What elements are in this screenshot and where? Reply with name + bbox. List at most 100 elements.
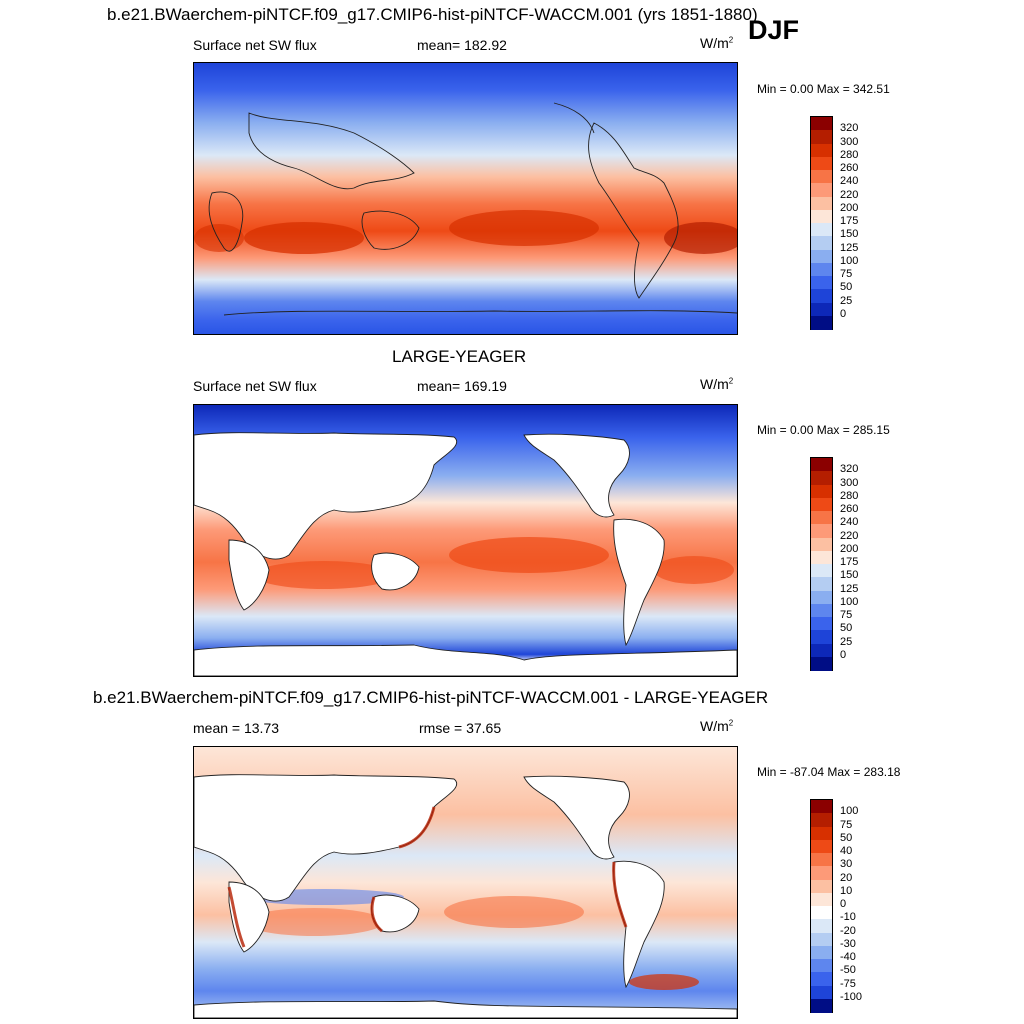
colorbar-cell bbox=[811, 117, 832, 131]
colorbar-tick-label: 20 bbox=[840, 871, 853, 884]
panel3-colorbar bbox=[810, 799, 833, 1013]
colorbar-tick-label: -75 bbox=[840, 977, 856, 990]
colorbar-tick-label: -100 bbox=[840, 990, 863, 1003]
colorbar-tick-label: 125 bbox=[840, 582, 859, 595]
colorbar-cell bbox=[811, 276, 832, 290]
colorbar-tick-label: -50 bbox=[840, 964, 856, 977]
colorbar-cell bbox=[811, 630, 832, 644]
colorbar-cell bbox=[811, 826, 832, 841]
colorbar-cell bbox=[811, 524, 832, 538]
main-title: b.e21.BWaerchem-piNTCF.f09_g17.CMIP6-his… bbox=[107, 5, 758, 24]
colorbar-tick-label: 150 bbox=[840, 228, 859, 241]
colorbar-cell bbox=[811, 998, 832, 1013]
panel3-map bbox=[193, 746, 738, 1019]
colorbar-tick-label: -40 bbox=[840, 951, 856, 963]
colorbar-cell bbox=[811, 590, 832, 605]
panel1-field bbox=[194, 63, 737, 334]
colorbar-cell bbox=[811, 511, 832, 525]
colorbar-tick-label: -20 bbox=[840, 924, 856, 937]
colorbar-cell bbox=[811, 236, 832, 250]
panel3-minmax: Min = -87.04 Max = 283.18 bbox=[757, 765, 901, 779]
colorbar-cell bbox=[811, 866, 832, 880]
panel1-mean: mean= 182.92 bbox=[417, 37, 507, 53]
colorbar-tick-label: 220 bbox=[840, 188, 859, 201]
panel2-map-svg bbox=[194, 405, 737, 676]
panel3-map-svg bbox=[194, 747, 737, 1018]
colorbar-cell bbox=[811, 643, 832, 658]
colorbar-tick-label: 200 bbox=[840, 201, 859, 214]
panel1-map-svg bbox=[194, 63, 737, 334]
panel1-coastlines bbox=[208, 102, 737, 316]
colorbar-cell bbox=[811, 800, 832, 814]
panel1-colorbar bbox=[810, 116, 833, 330]
colorbar-tick-label: 100 bbox=[840, 805, 859, 818]
colorbar-tick-label: 25 bbox=[840, 635, 853, 648]
panel2-units: W/m2 bbox=[700, 376, 734, 392]
panel3-warm-indian bbox=[244, 908, 384, 936]
panel2-title: LARGE-YEAGER bbox=[392, 347, 527, 366]
colorbar-tick-label: 320 bbox=[840, 463, 859, 476]
panel3-hot-south bbox=[629, 974, 699, 990]
panel2-hotspot-indian bbox=[254, 561, 394, 589]
colorbar-cell bbox=[811, 458, 832, 472]
panel1-hotspot-indian bbox=[244, 222, 364, 254]
panel1-units: W/m2 bbox=[700, 35, 734, 51]
colorbar-tick-label: 0 bbox=[840, 898, 847, 910]
colorbar-cell bbox=[811, 315, 832, 330]
colorbar-tick-label: 260 bbox=[840, 162, 859, 174]
colorbar-cell bbox=[811, 879, 832, 894]
colorbar-cell bbox=[811, 209, 832, 224]
colorbar-cell bbox=[811, 289, 832, 303]
colorbar-cell bbox=[811, 945, 832, 960]
colorbar-tick-label: 75 bbox=[840, 268, 853, 280]
colorbar-cell bbox=[811, 617, 832, 631]
colorbar-cell bbox=[811, 471, 832, 485]
panel2-variable: Surface net SW flux bbox=[193, 378, 317, 394]
colorbar-cell bbox=[811, 497, 832, 512]
colorbar-cell bbox=[811, 564, 832, 578]
panel1-minmax: Min = 0.00 Max = 342.51 bbox=[757, 82, 890, 96]
panel2-map bbox=[193, 404, 738, 677]
colorbar-tick-label: 100 bbox=[840, 595, 859, 608]
colorbar-tick-label: 300 bbox=[840, 476, 859, 489]
colorbar-tick-label: 0 bbox=[840, 307, 847, 320]
panel1-hotspot-atlantic bbox=[664, 222, 737, 254]
colorbar-tick-label: 220 bbox=[840, 529, 859, 542]
colorbar-tick-label: 300 bbox=[840, 135, 859, 148]
colorbar-tick-label: 30 bbox=[840, 858, 853, 871]
panel1-hotspot-pacific bbox=[449, 210, 599, 246]
colorbar-tick-label: -10 bbox=[840, 911, 856, 924]
colorbar-cell bbox=[811, 892, 832, 907]
colorbar-tick-label: 320 bbox=[840, 122, 859, 135]
colorbar-tick-label: 50 bbox=[840, 831, 853, 844]
colorbar-tick-label: 75 bbox=[840, 818, 853, 831]
colorbar-cell bbox=[811, 839, 832, 854]
colorbar-tick-label: 175 bbox=[840, 215, 859, 227]
panel2-minmax: Min = 0.00 Max = 285.15 bbox=[757, 423, 890, 437]
colorbar-tick-label: 260 bbox=[840, 503, 859, 515]
colorbar-tick-label: 200 bbox=[840, 542, 859, 555]
colorbar-tick-label: 10 bbox=[840, 884, 853, 897]
panel2-mean: mean= 169.19 bbox=[417, 378, 507, 394]
colorbar-tick-label: 25 bbox=[840, 294, 853, 307]
colorbar-tick-label: 50 bbox=[840, 622, 853, 635]
panel2-land bbox=[194, 432, 737, 676]
colorbar-cell bbox=[811, 603, 832, 618]
colorbar-cell bbox=[811, 656, 832, 671]
colorbar-tick-label: 75 bbox=[840, 609, 853, 621]
colorbar-cell bbox=[811, 919, 832, 933]
colorbar-cell bbox=[811, 156, 832, 171]
colorbar-cell bbox=[811, 906, 832, 920]
panel2-colorbar bbox=[810, 457, 833, 671]
colorbar-cell bbox=[811, 249, 832, 264]
colorbar-cell bbox=[811, 972, 832, 986]
colorbar-cell bbox=[811, 143, 832, 158]
colorbar-cell bbox=[811, 959, 832, 973]
panel3-rmse: rmse = 37.65 bbox=[419, 720, 502, 736]
colorbar-cell bbox=[811, 183, 832, 197]
colorbar-cell bbox=[811, 550, 832, 565]
panel3-mean: mean = 13.73 bbox=[193, 720, 280, 736]
colorbar-tick-label: -30 bbox=[840, 937, 856, 950]
colorbar-tick-label: 175 bbox=[840, 556, 859, 568]
panel1-map bbox=[193, 62, 738, 335]
